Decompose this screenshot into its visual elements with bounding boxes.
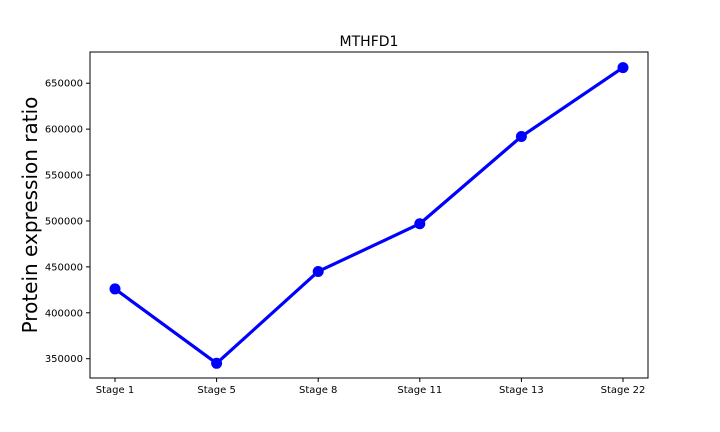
data-point [109,283,121,295]
x-tick-label: Stage 1 [96,385,134,396]
y-tick-label: 350000 [45,354,83,365]
x-tick-label: Stage 5 [197,385,235,396]
y-tick-label: 600000 [45,125,83,136]
y-tick-label: 650000 [45,79,83,90]
data-point [211,357,223,369]
y-axis-label: Protein expression ratio [18,97,42,334]
data-point [414,218,426,230]
y-tick-label: 400000 [45,308,83,319]
data-series [109,62,629,369]
x-tick-label: Stage 8 [299,385,337,396]
series-line [113,66,625,365]
y-tick-label: 450000 [45,262,83,273]
data-point [312,265,324,277]
axes: 350000 400000 450000 500000 550000 600000 6500… [45,79,646,396]
x-tick-label: Stage 11 [397,385,442,396]
data-point [515,130,527,142]
data-point [617,62,629,74]
x-tick-label: Stage 13 [499,385,544,396]
plot-frame [89,51,649,379]
x-tick-label: Stage 22 [601,385,646,396]
y-tick-label: 500000 [45,216,83,227]
chart-title: MTHFD1 [340,34,399,50]
y-tick-label: 550000 [45,171,83,182]
